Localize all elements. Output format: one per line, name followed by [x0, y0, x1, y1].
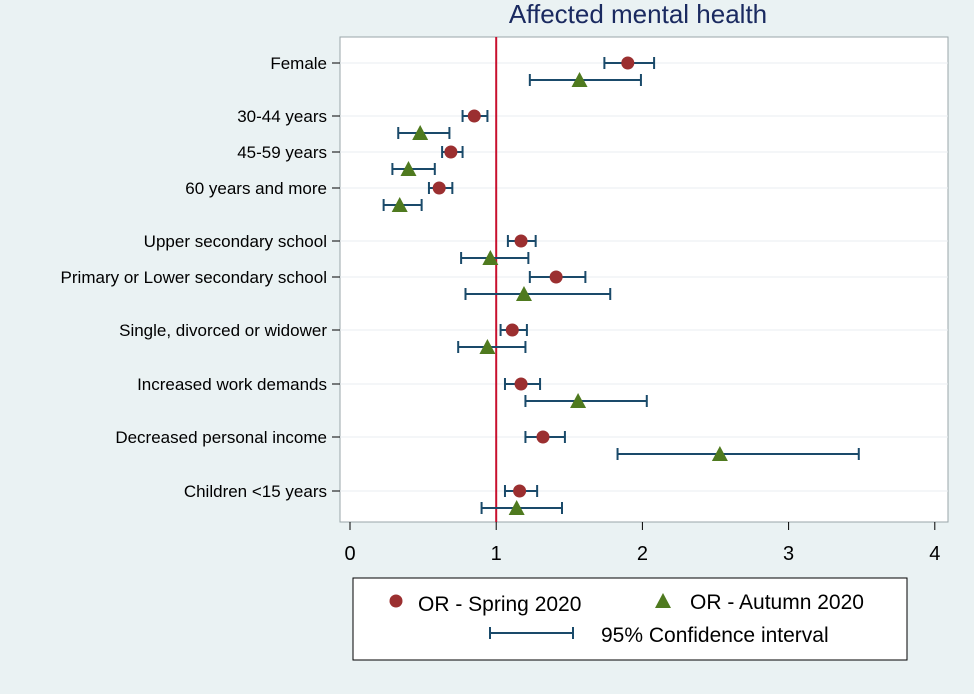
y-tick-label: Children <15 years: [184, 482, 327, 501]
y-tick-label: 60 years and more: [185, 179, 327, 198]
x-axis: 0 1 2 3 4: [344, 522, 940, 565]
y-tick-label: Primary or Lower secondary school: [61, 268, 327, 287]
legend-ci-label: 95% Confidence interval: [601, 624, 829, 647]
y-tick-label: Female: [270, 54, 327, 73]
y-tick-label: Increased work demands: [137, 375, 327, 394]
autumn-or-point: [400, 161, 417, 176]
legend-spring-marker: [389, 594, 403, 608]
autumn-or-point: [391, 197, 408, 212]
autumn-ci: [391, 163, 436, 175]
autumn-or-point: [412, 125, 429, 140]
spring-or-point: [467, 109, 481, 123]
legend-box: [352, 577, 908, 661]
spring-or-point: [549, 270, 563, 284]
spring-or-point: [432, 181, 446, 195]
autumn-or-point: [571, 72, 588, 87]
x-tick-label: 2: [637, 543, 648, 565]
x-tick-label: 0: [344, 543, 355, 565]
y-tick-label: Single, divorced or widower: [119, 321, 327, 340]
autumn-or-point: [570, 393, 587, 408]
autumn-ci: [464, 288, 612, 300]
legend-ci-marker: [489, 627, 574, 639]
spring-or-point: [536, 430, 550, 444]
autumn-ci: [457, 341, 527, 353]
autumn-ci: [616, 448, 860, 460]
spring-or-point: [514, 377, 528, 391]
autumn-or-point: [482, 250, 499, 265]
spring-or-point: [444, 145, 458, 159]
autumn-ci: [460, 252, 530, 264]
x-tick-label: 3: [783, 543, 794, 565]
autumn-or-point: [479, 339, 496, 354]
spring-or-point: [513, 484, 527, 498]
autumn-ci: [524, 395, 648, 407]
y-tick-label: Upper secondary school: [144, 232, 327, 251]
spring-or-point: [505, 323, 519, 337]
y-tick-label: Decreased personal income: [115, 428, 327, 447]
autumn-ci: [480, 502, 563, 514]
autumn-or-point: [508, 500, 525, 515]
spring-or-point: [514, 234, 528, 248]
autumn-or-point: [515, 286, 532, 301]
legend: OR - Spring 2020 OR - Autumn 2020 95% Co…: [352, 577, 908, 661]
legend-spring-label: OR - Spring 2020: [418, 593, 581, 616]
x-tick-label: 4: [929, 543, 940, 565]
data-marks: [382, 56, 860, 515]
legend-autumn-label: OR - Autumn 2020: [690, 591, 864, 614]
y-tick-label: 30-44 years: [237, 107, 327, 126]
spring-or-point: [621, 56, 635, 70]
chart-title: Affected mental health: [509, 0, 767, 29]
y-axis: Female 30-44 years 45-59 years 60 years and…: [61, 54, 340, 501]
x-tick-label: 1: [491, 543, 502, 565]
plot-area: [339, 36, 949, 523]
autumn-ci: [528, 74, 642, 86]
y-tick-label: 45-59 years: [237, 143, 327, 162]
legend-autumn-marker: [655, 593, 671, 608]
autumn-or-point: [711, 446, 728, 461]
